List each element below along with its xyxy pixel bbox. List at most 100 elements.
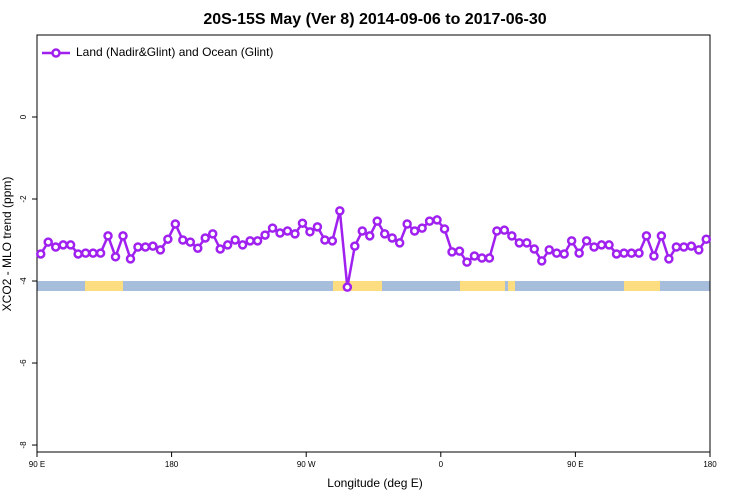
data-point [110, 252, 121, 262]
data-point [80, 248, 91, 258]
data-point [477, 253, 487, 263]
data-point [357, 226, 368, 236]
data-point [297, 218, 308, 228]
data-point [439, 224, 450, 234]
data-point [671, 242, 682, 252]
data-point [604, 240, 614, 250]
data-point [305, 227, 315, 237]
data-point [432, 215, 442, 225]
data-point [148, 241, 158, 251]
data-point [133, 242, 143, 252]
data-point [656, 231, 667, 241]
y-tick-label: -8 [19, 441, 28, 449]
data-point [499, 225, 510, 235]
data-point [193, 243, 203, 253]
data-point [649, 251, 659, 261]
x-tick-label: 180 [703, 460, 717, 469]
data-point [469, 251, 480, 261]
data-point [35, 249, 46, 259]
y-tick-label: 0 [19, 114, 28, 119]
data-point [379, 229, 390, 239]
data-point [551, 248, 562, 258]
x-tick-label: 0 [439, 460, 444, 469]
land-band [333, 281, 382, 291]
data-point [350, 241, 360, 251]
land-band [85, 281, 123, 291]
data-point [282, 226, 293, 236]
data-point [484, 253, 495, 263]
data-point [522, 238, 532, 248]
y-tick-label: -4 [19, 277, 28, 285]
data-point [626, 248, 637, 258]
data-point [335, 206, 345, 216]
data-point [125, 254, 136, 264]
data-point [492, 226, 502, 236]
data-point [312, 222, 323, 232]
data-point [664, 254, 674, 264]
data-point [215, 244, 225, 254]
data-point [252, 236, 263, 246]
data-point [65, 240, 76, 250]
data-point [454, 246, 465, 256]
data-point [641, 231, 652, 241]
data-point [103, 231, 113, 241]
x-tick-label: 180 [165, 460, 179, 469]
y-axis-label: XCO2 - MLO trend (ppm) [0, 177, 14, 312]
data-point [581, 236, 592, 246]
y-tick-label: -2 [19, 195, 28, 203]
data-point [686, 241, 697, 251]
data-point [155, 245, 166, 255]
data-point [88, 248, 98, 258]
data-point [447, 247, 457, 257]
data-point [694, 245, 704, 255]
x-axis-label: Longitude (deg E) [327, 476, 422, 490]
data-point [178, 235, 188, 245]
data-point [185, 237, 196, 247]
data-point [275, 228, 285, 238]
legend-label: Land (Nadir&Glint) and Ocean (Glint) [76, 45, 273, 59]
data-point [320, 235, 330, 245]
land-band [624, 281, 660, 291]
data-point [365, 231, 375, 241]
data-point [679, 242, 689, 252]
data-point [462, 257, 472, 267]
x-tick-label: 90 E [567, 460, 583, 469]
data-point [230, 235, 240, 245]
data-point [222, 240, 233, 250]
legend-marker [51, 48, 61, 58]
data-point [424, 216, 435, 226]
land-band [460, 281, 505, 291]
data-point [267, 223, 278, 233]
data-point [50, 242, 61, 252]
data-point [507, 231, 517, 241]
plot-frame [36, 34, 711, 453]
data-point [118, 231, 128, 241]
data-point [95, 248, 106, 258]
land-band [508, 281, 515, 291]
data-point [394, 238, 405, 248]
data-point [327, 236, 338, 246]
data-point [170, 219, 181, 229]
data-point [73, 249, 83, 259]
data-point [140, 242, 151, 252]
data-point [514, 238, 525, 248]
data-point [417, 223, 427, 233]
data-point [402, 219, 412, 229]
data-point [260, 230, 270, 240]
data-point [387, 233, 397, 243]
data-point [589, 242, 599, 252]
data-point [537, 256, 547, 266]
data-point [290, 229, 300, 239]
data-point [58, 240, 68, 250]
chart-title: 20S-15S May (Ver 8) 2014-09-06 to 2017-0… [203, 11, 546, 28]
x-tick-label: 90 W [297, 460, 316, 469]
data-point [574, 248, 584, 258]
data-point [566, 236, 577, 246]
data-point [409, 226, 420, 236]
data-point [596, 240, 607, 250]
y-tick-label: -6 [19, 359, 28, 367]
surface-band [37, 281, 710, 291]
data-point [342, 282, 353, 292]
data-point [611, 249, 622, 259]
data-point [701, 234, 712, 244]
